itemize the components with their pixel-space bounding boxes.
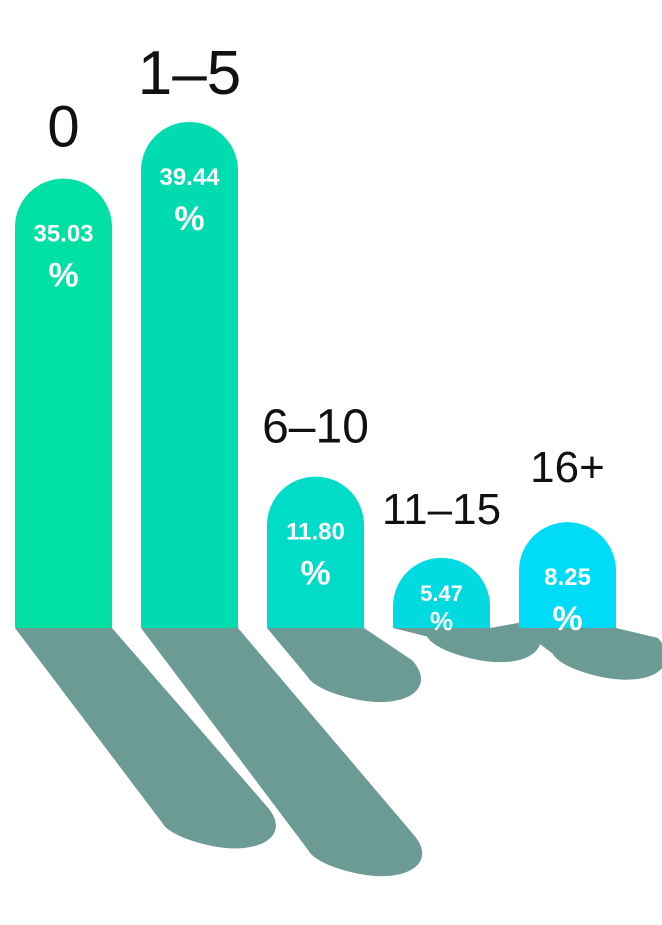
value-label: 39.44 <box>159 164 220 191</box>
bar <box>267 476 364 628</box>
value-label: 5.47 <box>420 581 463 606</box>
bar <box>393 557 490 628</box>
category-label: 11–15 <box>382 485 501 534</box>
bar-layer <box>15 121 616 628</box>
category-label: 1–5 <box>138 39 241 108</box>
bar <box>15 178 112 628</box>
bar-shadow <box>267 628 422 703</box>
category-label: 16+ <box>530 443 605 492</box>
bar-shadow <box>393 620 541 663</box>
percent-sign: % <box>300 555 330 593</box>
category-label: 6–10 <box>262 401 369 454</box>
bar-shadow <box>141 628 423 877</box>
bar <box>519 522 616 628</box>
bar <box>141 121 238 628</box>
bar-shadow <box>519 628 662 680</box>
value-label: 11.80 <box>286 519 345 546</box>
shadow-layer <box>15 620 662 877</box>
percent-sign: % <box>430 606 453 636</box>
percent-sign: % <box>552 600 582 638</box>
value-label: 8.25 <box>544 564 591 591</box>
category-label: 0 <box>47 95 79 160</box>
value-label: 35.03 <box>33 221 93 248</box>
percent-sign: % <box>174 200 204 238</box>
percent-sign: % <box>48 257 78 295</box>
bar-shadow <box>15 628 276 849</box>
label-layer: 0 35.03% 1–5 39.44% 6–10 11.80% 11–15 5.47% 16+ 8… <box>33 39 604 638</box>
